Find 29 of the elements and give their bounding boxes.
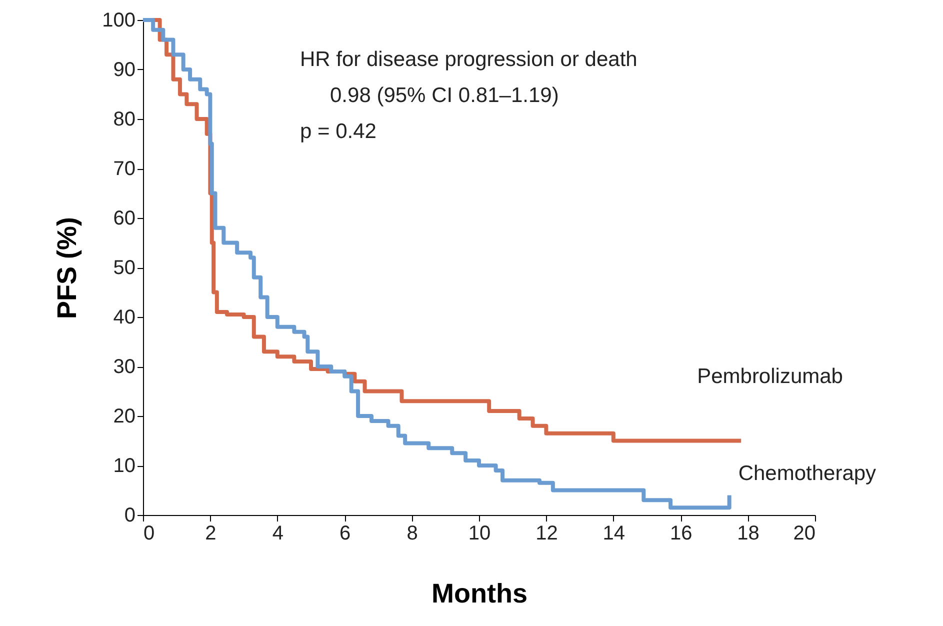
annotation: 0.98 (95% CI 0.81–1.19) — [330, 84, 559, 107]
x-tick-label: 10 — [468, 522, 491, 544]
y-tick-label: 50 — [113, 257, 136, 279]
x-tick-label: 16 — [670, 522, 692, 544]
text: Pembrolizumab — [697, 364, 843, 388]
series-label: Chemotherapy — [738, 462, 877, 486]
y-tick-label: 40 — [113, 306, 136, 328]
x-tick-label: 6 — [340, 522, 351, 544]
x-tick-label: 12 — [536, 522, 558, 544]
x-tick-label: 14 — [602, 522, 626, 544]
annotation: HR for disease progression or death — [300, 48, 638, 71]
y-tick-label: 90 — [113, 59, 136, 81]
x-tick-label: 8 — [406, 522, 418, 544]
x-tick-label: 0 — [144, 522, 155, 544]
y-tick-label: 0 — [124, 504, 136, 526]
y-tick-label: 70 — [113, 158, 136, 180]
y-tick-label: 100 — [102, 10, 136, 32]
y-tick-label: 20 — [113, 406, 136, 428]
y-axis-title: PFS (%) — [52, 216, 82, 320]
y-tick-label: 60 — [113, 208, 136, 230]
x-axis-title: Months — [432, 578, 528, 608]
x-tick-label: 4 — [272, 522, 284, 544]
y-tick-label: 80 — [113, 108, 136, 130]
x-tick-label: 20 — [793, 522, 816, 544]
x-tick-label: 18 — [737, 522, 760, 544]
y-tick-label: 10 — [113, 455, 136, 477]
x-tick-label: 2 — [205, 522, 216, 544]
y-tick-label: 30 — [113, 356, 136, 378]
annotation: p = 0.42 — [300, 120, 376, 143]
